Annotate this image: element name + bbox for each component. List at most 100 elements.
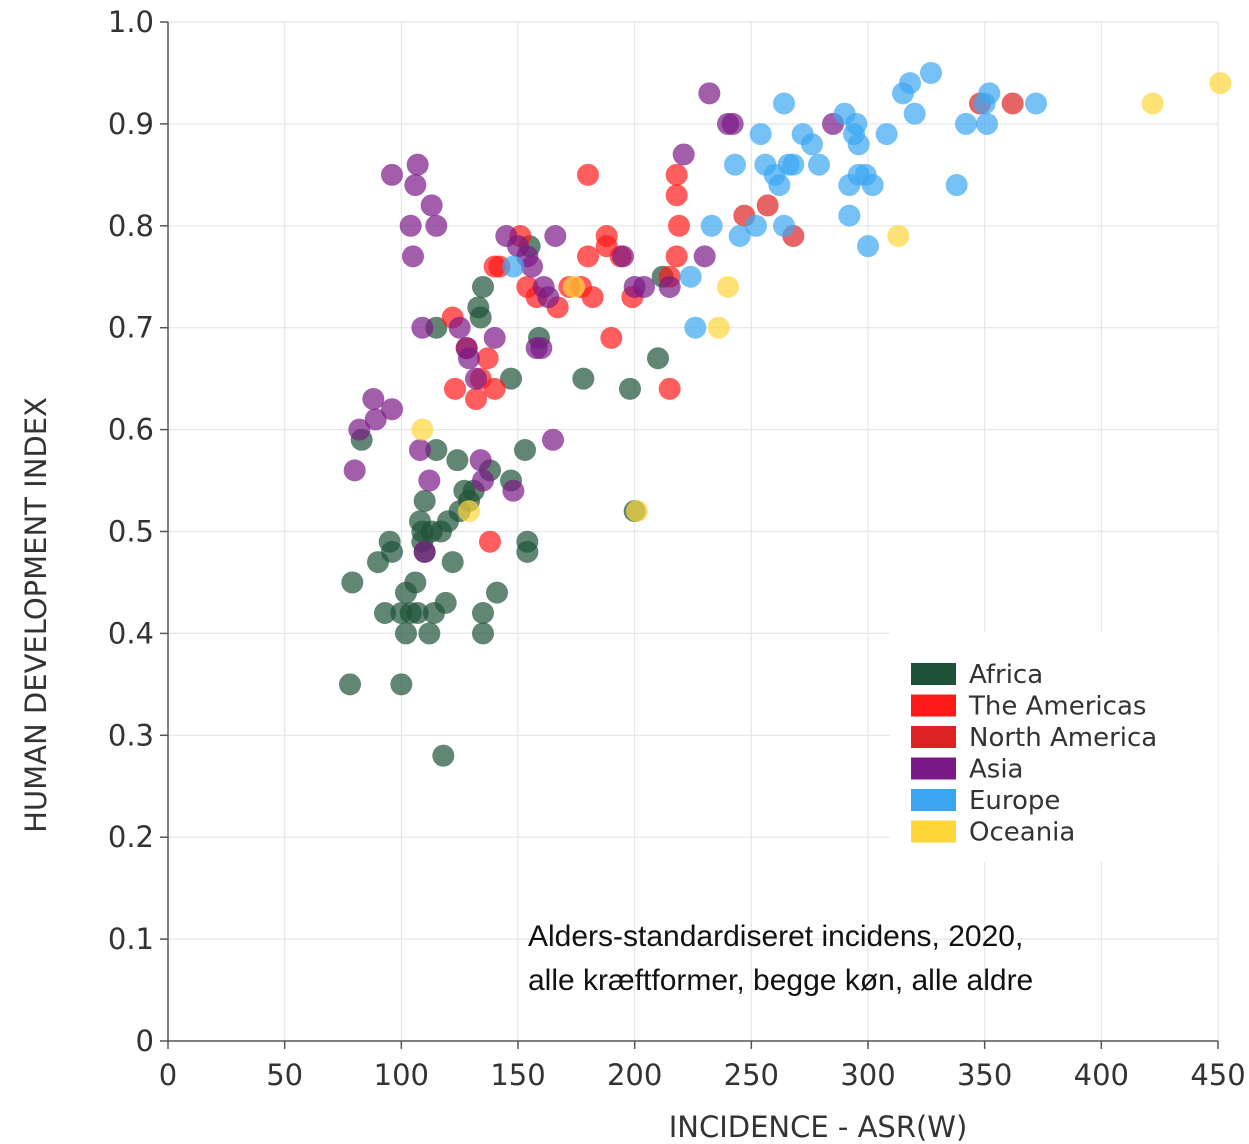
grid-lines bbox=[168, 21, 1219, 1041]
x-tick-label: 350 bbox=[957, 1058, 1012, 1092]
data-point bbox=[1141, 92, 1164, 115]
annotation-line-1: Alders-standardiseret incidens, 2020, bbox=[528, 920, 1023, 953]
data-point bbox=[698, 82, 721, 105]
data-point bbox=[399, 214, 422, 237]
data-point bbox=[1025, 92, 1047, 115]
y-tick-label: 0.2 bbox=[108, 820, 154, 854]
data-point bbox=[472, 469, 494, 492]
data-point bbox=[390, 673, 413, 696]
legend-swatch bbox=[911, 757, 956, 780]
data-point bbox=[483, 326, 506, 349]
data-point bbox=[647, 347, 669, 370]
data-point bbox=[633, 275, 655, 298]
y-tick-label: 0.9 bbox=[108, 107, 154, 141]
data-point bbox=[418, 622, 441, 645]
scatter-points bbox=[339, 61, 1232, 767]
data-point bbox=[425, 214, 448, 237]
data-point bbox=[425, 438, 448, 461]
x-axis-title: INCIDENCE - ASR(W) bbox=[669, 1110, 968, 1144]
data-point bbox=[406, 602, 429, 625]
data-point bbox=[875, 123, 898, 146]
data-point bbox=[420, 194, 443, 217]
data-point bbox=[887, 224, 910, 247]
data-point bbox=[707, 316, 730, 339]
data-point bbox=[572, 367, 595, 390]
data-point bbox=[348, 418, 371, 441]
legend-label: Europe bbox=[969, 786, 1060, 816]
legend-label: The Americas bbox=[968, 692, 1146, 722]
data-point bbox=[448, 316, 471, 339]
data-point bbox=[544, 224, 567, 247]
data-point bbox=[749, 123, 772, 146]
data-point bbox=[374, 602, 396, 625]
y-tick-label: 1.0 bbox=[108, 5, 154, 39]
data-point bbox=[728, 224, 751, 247]
data-point bbox=[773, 214, 795, 237]
data-point bbox=[432, 744, 455, 767]
data-point bbox=[600, 326, 623, 349]
legend-swatch bbox=[911, 694, 956, 717]
data-point bbox=[665, 163, 688, 186]
data-point bbox=[717, 275, 739, 298]
x-tick-labels: 0 50 100 150 200 250 300 350 400 450 bbox=[159, 1041, 1246, 1092]
series-africa bbox=[339, 235, 674, 767]
data-point bbox=[465, 367, 487, 390]
x-tick-label: 0 bbox=[159, 1058, 177, 1092]
legend-label: Africa bbox=[969, 660, 1043, 690]
data-point bbox=[458, 347, 480, 370]
y-tick-label: 0.8 bbox=[108, 209, 154, 243]
data-point bbox=[847, 133, 870, 156]
data-point bbox=[413, 540, 436, 563]
annotation-line-2: alle kræftformer, begge køn, alle aldre bbox=[528, 964, 1033, 997]
data-point bbox=[469, 306, 492, 329]
data-point bbox=[672, 143, 695, 166]
data-point bbox=[483, 377, 506, 400]
legend-swatch bbox=[911, 820, 956, 843]
data-point bbox=[406, 153, 429, 176]
y-tick-label: 0.7 bbox=[108, 311, 154, 345]
x-tick-label: 50 bbox=[266, 1058, 303, 1092]
data-point bbox=[693, 245, 716, 268]
data-point bbox=[577, 163, 599, 186]
data-point bbox=[700, 214, 723, 237]
x-tick-label: 150 bbox=[490, 1058, 545, 1092]
data-point bbox=[581, 286, 604, 309]
data-point bbox=[381, 398, 403, 421]
data-point bbox=[362, 388, 385, 411]
data-point bbox=[773, 92, 795, 115]
data-point bbox=[364, 408, 387, 431]
x-tick-label: 100 bbox=[374, 1058, 429, 1092]
x-tick-label: 450 bbox=[1190, 1058, 1245, 1092]
data-point bbox=[486, 581, 508, 604]
data-point bbox=[516, 540, 539, 563]
y-tick-label: 0.3 bbox=[108, 718, 154, 752]
data-point bbox=[976, 112, 998, 135]
data-point bbox=[441, 551, 464, 574]
data-point bbox=[339, 673, 361, 696]
y-tick-label: 0.6 bbox=[108, 413, 154, 447]
legend-swatch bbox=[911, 663, 956, 685]
data-point bbox=[665, 184, 688, 207]
data-point bbox=[903, 102, 926, 125]
data-point bbox=[724, 153, 746, 176]
data-point bbox=[679, 265, 702, 288]
data-point bbox=[409, 438, 431, 461]
y-tick-labels: 0 0.1 0.2 0.3 0.4 0.5 0.6 0.7 0.8 0.9 1.0 bbox=[108, 5, 168, 1058]
data-point bbox=[472, 275, 494, 298]
data-point bbox=[782, 153, 805, 176]
data-point bbox=[479, 530, 501, 553]
data-point bbox=[341, 571, 364, 594]
data-point bbox=[395, 622, 417, 645]
data-point bbox=[469, 449, 492, 472]
data-point bbox=[500, 367, 522, 390]
data-point bbox=[721, 112, 744, 135]
data-point bbox=[920, 61, 942, 84]
data-point bbox=[472, 622, 494, 645]
data-point bbox=[899, 72, 921, 95]
data-point bbox=[418, 469, 441, 492]
data-point bbox=[857, 235, 879, 258]
data-point bbox=[756, 194, 779, 217]
data-point bbox=[955, 112, 977, 135]
